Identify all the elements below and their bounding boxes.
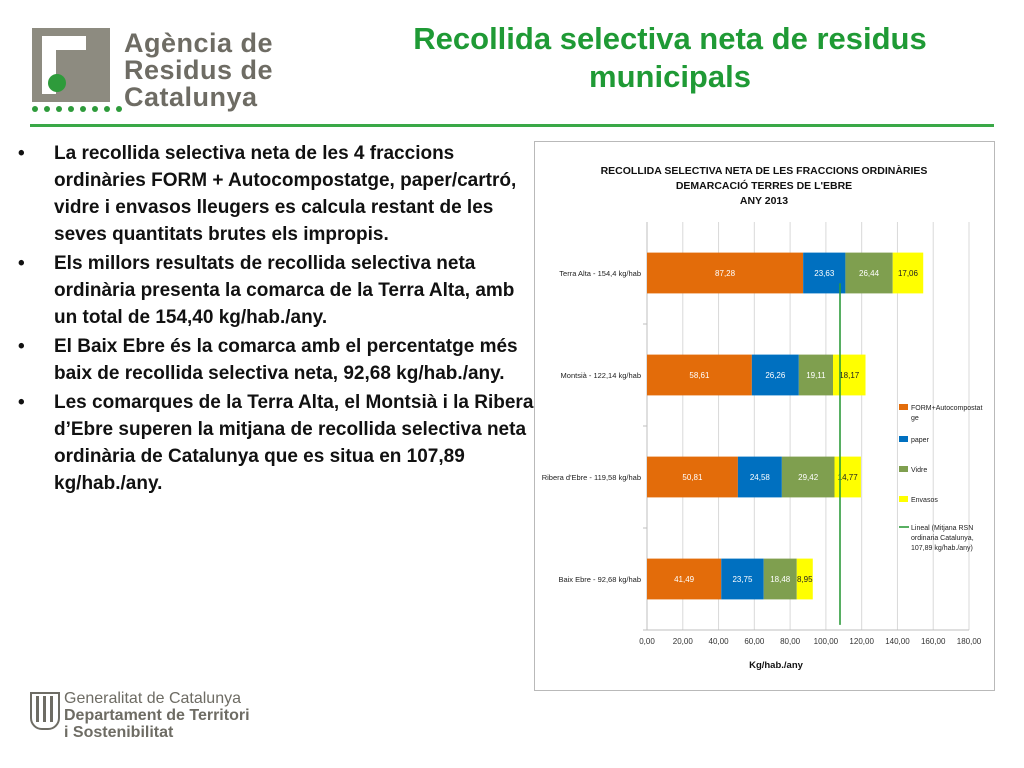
- legend-label: paper: [911, 437, 930, 444]
- data-label: 23,75: [732, 575, 753, 584]
- data-label: 41,49: [674, 575, 695, 584]
- data-label: 87,28: [715, 269, 736, 278]
- leaf-icon: [48, 74, 66, 92]
- data-label: 23,63: [814, 269, 835, 278]
- bar-segment: [647, 354, 752, 396]
- bullet-list: La recollida selectiva neta de les 4 fra…: [18, 140, 538, 499]
- legend-swatch: [899, 466, 908, 472]
- data-label: 18,48: [770, 575, 791, 584]
- data-label: 14,77: [838, 473, 859, 482]
- chart-title-line: RECOLLIDA SELECTIVA NETA DE LES FRACCION…: [601, 164, 928, 177]
- x-tick-label: 80,00: [780, 637, 801, 646]
- bar-segment: [796, 558, 813, 600]
- x-tick-label: 100,00: [814, 637, 839, 646]
- data-label: 26,44: [859, 269, 880, 278]
- data-label: 24,58: [750, 473, 771, 482]
- category-label: Montsià - 122,14 kg/hab: [561, 371, 641, 380]
- x-tick-label: 60,00: [744, 637, 765, 646]
- bullet-item: El Baix Ebre és la comarca amb el percen…: [18, 333, 538, 387]
- footer-line: Generalitat de Catalunya: [64, 690, 241, 707]
- x-tick-label: 20,00: [673, 637, 694, 646]
- x-tick-label: 180,00: [957, 637, 982, 646]
- footer-line: Departament de Territori: [64, 707, 250, 724]
- chart-title-line: DEMARCACIÓ TERRES DE L'EBRE: [676, 179, 852, 192]
- logo-text: Agència de Residus de Catalunya: [124, 30, 273, 111]
- bar-segment: [751, 354, 799, 396]
- logo-line: Agència de: [124, 28, 274, 58]
- page-title: Recollida selectiva neta de residus muni…: [413, 21, 927, 94]
- legend-swatch: [899, 404, 908, 410]
- data-label: 17,06: [898, 269, 919, 278]
- legend-label: Lineal (Mitjana RSN: [911, 525, 973, 532]
- bar-segment: [845, 252, 893, 294]
- bar-segment: [834, 456, 861, 498]
- bar-segment: [798, 354, 834, 396]
- data-label: 26,26: [765, 371, 786, 380]
- data-label: 50,81: [682, 473, 703, 482]
- bar-segment: [721, 558, 764, 600]
- data-label: 19,11: [806, 371, 826, 380]
- bar-segment: [781, 456, 835, 498]
- bar-segment: [833, 354, 866, 396]
- x-axis-title: Kg/hab./any: [749, 660, 804, 671]
- category-label: Baix Ebre - 92,68 kg/hab: [558, 575, 641, 584]
- data-label: 29,42: [798, 473, 819, 482]
- logo-line: Residus de: [124, 55, 274, 85]
- bullet-item: Les comarques de la Terra Alta, el Monts…: [18, 389, 538, 497]
- header-divider: [30, 124, 994, 127]
- logo-line: Catalunya: [124, 82, 258, 112]
- bullet-item: La recollida selectiva neta de les 4 fra…: [18, 140, 538, 248]
- legend-swatch: [899, 496, 908, 502]
- logo-r-notch: [56, 50, 96, 98]
- x-tick-label: 120,00: [849, 637, 874, 646]
- footer-text: Generalitat de Catalunya Departament de …: [64, 690, 250, 741]
- bar-segment: [892, 252, 924, 294]
- x-tick-label: 40,00: [709, 637, 730, 646]
- x-tick-label: 140,00: [885, 637, 910, 646]
- category-label: Ribera d'Ebre - 119,58 kg/hab: [542, 473, 641, 482]
- category-label: Terra Alta - 154,4 kg/hab: [559, 269, 641, 278]
- legend-label: Vidre: [911, 467, 927, 474]
- legend-label: Envasos: [911, 497, 938, 504]
- bar-segment: [763, 558, 797, 600]
- stacked-bar-chart: RECOLLIDA SELECTIVA NETA DE LES FRACCION…: [542, 164, 983, 671]
- logo-dots: [32, 106, 122, 112]
- bar-segment: [803, 252, 846, 294]
- data-label: 58,61: [689, 371, 710, 380]
- legend-label: FORM+Autocompostat: [911, 405, 982, 412]
- chart-title-line: ANY 2013: [740, 195, 788, 207]
- bullet-item: Els millors resultats de recollida selec…: [18, 250, 538, 331]
- legend-label: ge: [911, 415, 919, 422]
- footer-logo: Generalitat de Catalunya Departament de …: [28, 688, 328, 748]
- legend-label: ordinaria Catalunya,: [911, 535, 974, 542]
- legend-label: 107,89 kg/hab./any): [911, 545, 973, 552]
- bar-segment: [647, 558, 722, 600]
- chart-container: RECOLLIDA SELECTIVA NETA DE LES FRACCION…: [534, 141, 995, 691]
- bar-segment: [737, 456, 782, 498]
- x-tick-label: 0,00: [639, 637, 655, 646]
- legend-swatch: [899, 436, 908, 442]
- data-label: 18,17: [839, 371, 860, 380]
- bar-segment: [647, 252, 804, 294]
- bar-segment: [647, 456, 738, 498]
- data-label: 8,95: [797, 575, 813, 584]
- arc-logo: Agència de Residus de Catalunya: [28, 24, 278, 124]
- footer-line: i Sostenibilitat: [64, 724, 174, 741]
- x-tick-label: 160,00: [921, 637, 946, 646]
- generalitat-icon: [30, 692, 60, 730]
